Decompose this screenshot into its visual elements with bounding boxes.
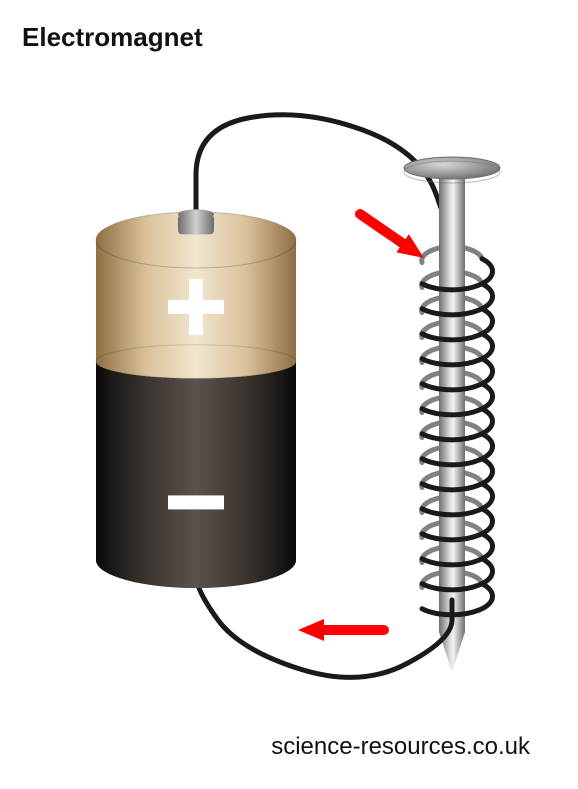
- battery: [96, 209, 296, 588]
- nail-head: [404, 157, 500, 179]
- arrow-into-coil: [360, 214, 403, 243]
- minus-icon: [168, 495, 224, 509]
- attribution-footer: science-resources.co.uk: [271, 733, 530, 761]
- electromagnet-diagram: [0, 0, 578, 789]
- current-arrows: [298, 214, 424, 641]
